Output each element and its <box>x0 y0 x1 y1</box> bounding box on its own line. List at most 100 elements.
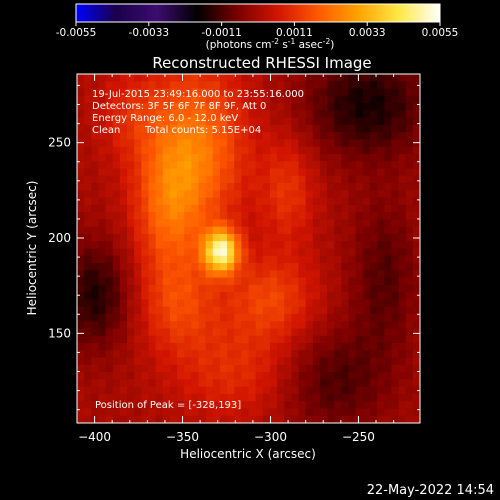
heatmap-cell <box>112 408 121 417</box>
heatmap-cell <box>112 132 121 140</box>
heatmap-cell <box>227 393 235 402</box>
heatmap-cell <box>391 161 399 169</box>
heatmap-cell <box>291 328 299 337</box>
heatmap-cell <box>255 350 264 358</box>
heatmap-cell <box>155 241 164 249</box>
heatmap-cell <box>105 74 114 82</box>
heatmap-cell <box>377 408 385 417</box>
heatmap-cell <box>148 204 157 213</box>
heatmap-cell <box>112 175 121 184</box>
heatmap-cell <box>284 212 292 220</box>
heatmap-cell <box>412 372 420 380</box>
heatmap-cell <box>155 299 164 308</box>
heatmap-cell <box>127 401 135 409</box>
heatmap-cell <box>169 219 178 228</box>
heatmap-cell <box>319 88 328 97</box>
heatmap-cell <box>277 270 285 278</box>
heatmap-cell <box>355 183 364 191</box>
heatmap-cell <box>234 197 242 206</box>
heatmap-cell <box>298 372 307 380</box>
heatmap-cell <box>205 393 214 402</box>
heatmap-cell <box>341 379 349 388</box>
heatmap-cell <box>291 313 299 322</box>
heatmap-cell <box>77 146 85 155</box>
heatmap-cell <box>377 81 385 89</box>
heatmap-cell <box>398 124 407 133</box>
heatmap-cell <box>141 161 149 169</box>
heatmap-cell <box>391 153 399 162</box>
heatmap-cell <box>284 139 292 148</box>
heatmap-cell <box>255 357 264 366</box>
heatmap-cell <box>84 306 92 315</box>
heatmap-cell <box>134 139 142 148</box>
heatmap-cell <box>91 190 99 198</box>
heatmap-cell <box>141 328 149 337</box>
heatmap-cell <box>184 248 192 257</box>
heatmap-cell <box>141 364 149 373</box>
heatmap-cell <box>319 153 328 162</box>
heatmap-cell <box>148 197 157 206</box>
heatmap-cell <box>127 139 135 148</box>
heatmap-cell <box>369 88 378 97</box>
heatmap-cell <box>355 364 364 373</box>
heatmap-cell <box>334 197 342 206</box>
heatmap-cell <box>312 124 321 133</box>
heatmap-cell <box>298 350 307 358</box>
heatmap-cell <box>412 292 420 300</box>
heatmap-cell <box>269 321 278 329</box>
heatmap-cell <box>348 277 357 286</box>
heatmap-cell <box>91 233 99 242</box>
heatmap-cell <box>262 74 271 82</box>
heatmap-cell <box>412 153 420 162</box>
heatmap-cell <box>134 124 142 133</box>
heatmap-cell <box>269 197 278 206</box>
heatmap-cell <box>212 328 221 337</box>
heatmap-cell <box>98 88 106 97</box>
heatmap-cell <box>127 335 135 344</box>
heatmap-cell <box>155 343 164 351</box>
heatmap-cell <box>105 393 114 402</box>
heatmap-cell <box>219 321 228 329</box>
heatmap-cell <box>212 350 221 358</box>
heatmap-cell <box>205 335 214 344</box>
heatmap-cell <box>334 204 342 213</box>
heatmap-cell <box>277 393 285 402</box>
heatmap-cell <box>334 306 342 315</box>
heatmap-cell <box>105 248 114 257</box>
heatmap-cell <box>384 263 392 271</box>
heatmap-cell <box>198 197 207 206</box>
heatmap-cell <box>369 357 378 366</box>
heatmap-cell <box>191 88 199 97</box>
heatmap-cell <box>269 226 278 235</box>
heatmap-cell <box>91 277 99 286</box>
heatmap-cell <box>91 350 99 358</box>
heatmap-cell <box>177 328 185 337</box>
heatmap-cell <box>198 81 207 89</box>
heatmap-cell <box>169 379 178 388</box>
heatmap-cell <box>291 146 299 155</box>
heatmap-cell <box>277 88 285 97</box>
heatmap-cell <box>305 364 314 373</box>
heatmap-cell <box>291 117 299 126</box>
heatmap-cell <box>212 306 221 315</box>
heatmap-cell <box>369 386 378 395</box>
heatmap-cell <box>405 139 414 148</box>
heatmap-cell <box>255 335 264 344</box>
heatmap-cell <box>348 299 357 308</box>
heatmap-cell <box>212 386 221 395</box>
heatmap-cell <box>319 168 328 177</box>
heatmap-cell <box>384 117 392 126</box>
heatmap-cell <box>312 408 321 417</box>
heatmap-cell <box>362 292 371 300</box>
heatmap-cell <box>255 153 264 162</box>
heatmap-cell <box>377 255 385 264</box>
heatmap-cell <box>327 81 335 89</box>
heatmap-cell <box>205 161 214 169</box>
heatmap-cell <box>277 117 285 126</box>
heatmap-cell <box>84 270 92 278</box>
heatmap-cell <box>198 372 207 380</box>
heatmap-cell <box>184 277 192 286</box>
heatmap-cell <box>355 153 364 162</box>
heatmap-cell <box>348 386 357 395</box>
heatmap-cell <box>305 132 314 140</box>
